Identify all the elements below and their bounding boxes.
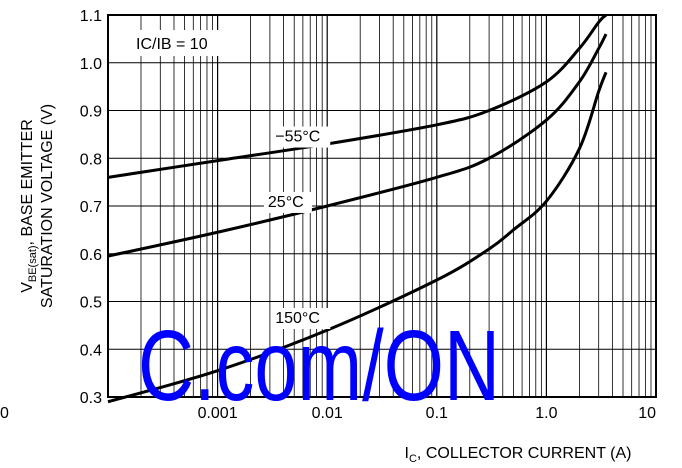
y-tick-label: 1.0 (80, 56, 102, 73)
series-label-1: 25°C (268, 194, 304, 211)
y-tick-label: 0.9 (80, 104, 102, 121)
curve-series-2 (107, 71, 608, 404)
series-label-bg (263, 191, 312, 213)
x-tick-label: 0.1 (426, 405, 448, 422)
y-tick-label: 0.5 (80, 295, 102, 312)
plot-border (107, 14, 657, 398)
y-axis-title-line1: VBE(sat), BASE EMITTER (19, 119, 39, 293)
curve-series-0 (107, 13, 608, 179)
y-axis-title-line2: SATURATION VOLTAGE (V) (39, 104, 56, 308)
y-tick-label: 1.1 (80, 8, 102, 25)
x-tick-label: 0 (0, 405, 9, 422)
series-label-bg (271, 307, 331, 329)
tick-labels: 0.3 0.4 0.5 0.6 0.7 0.8 0.9 1.0 1.1 0 0.001 0.01 0.1… (0, 8, 656, 422)
y-tick-label: 0.8 (80, 151, 102, 168)
curves: −55°C 25°C 150°C (107, 13, 608, 404)
x-axis-title: IC, COLLECTOR CURRENT (A) (405, 445, 632, 465)
annotations: IC/IB = 10 (128, 30, 246, 56)
x-tick-label: 1.0 (535, 405, 557, 422)
x-tick-label: 0.01 (312, 405, 343, 422)
y-tick-label: 0.3 (80, 390, 102, 407)
x-tick-label: 10 (638, 405, 656, 422)
y-axis-title: VBE(sat), BASE EMITTER SATURATION VOLTAG… (19, 104, 56, 308)
y-tick-label: 0.4 (80, 342, 102, 359)
series-label-0: −55°C (275, 129, 320, 146)
y-tick-label: 0.6 (80, 247, 102, 264)
annotation-background (128, 30, 246, 56)
x-tick-label: 0.001 (198, 405, 238, 422)
y-tick-label: 0.7 (80, 199, 102, 216)
curve-series-1 (107, 33, 608, 258)
series-label-bg (271, 126, 331, 148)
watermark: C.com/ON (138, 310, 500, 422)
ic-ib-annotation: IC/IB = 10 (136, 36, 208, 53)
series-label-2: 150°C (275, 310, 320, 327)
